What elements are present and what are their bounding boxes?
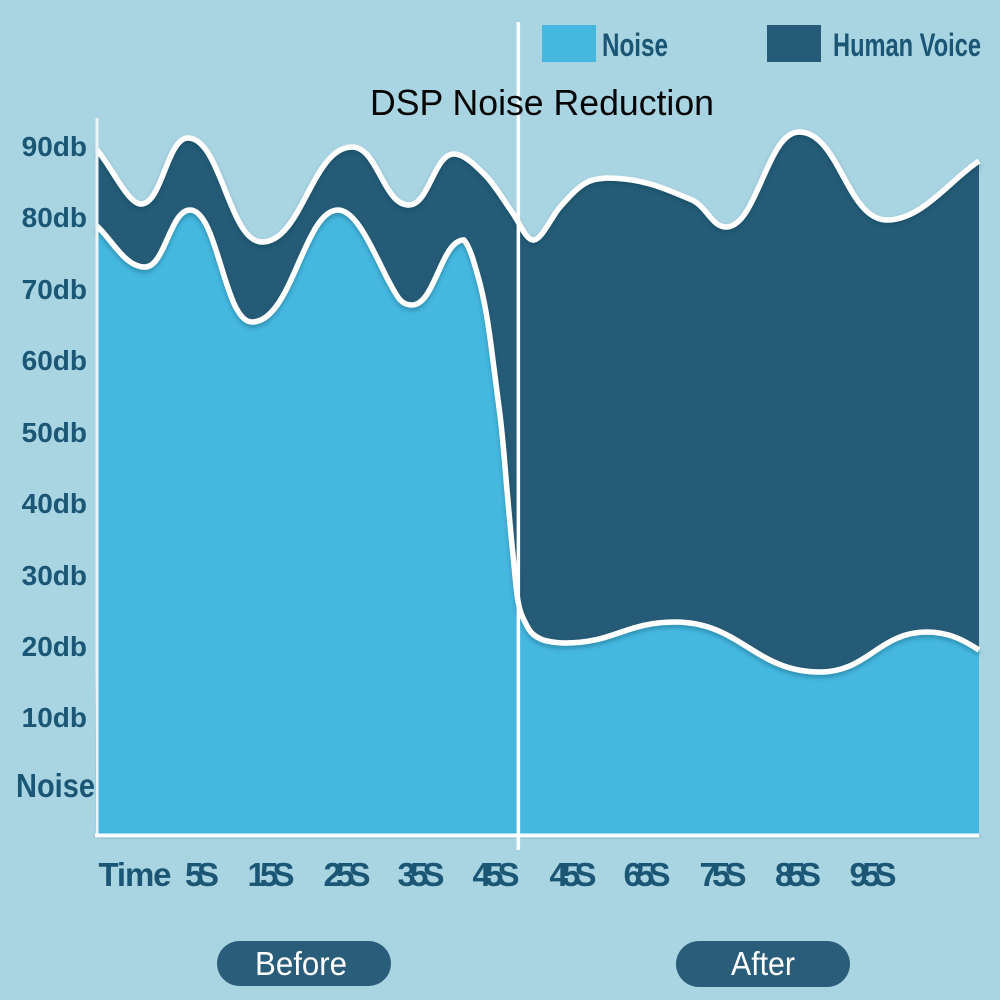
svg-text:15S: 15S xyxy=(248,856,295,893)
svg-text:35S: 35S xyxy=(398,856,445,893)
svg-text:60db: 60db xyxy=(22,345,87,376)
svg-text:20db: 20db xyxy=(22,631,87,662)
svg-text:Noise: Noise xyxy=(602,27,668,63)
svg-text:30db: 30db xyxy=(22,560,87,591)
svg-text:90db: 90db xyxy=(22,131,87,162)
svg-text:5S: 5S xyxy=(185,856,219,893)
svg-text:Before: Before xyxy=(255,945,347,982)
svg-text:Noise: Noise xyxy=(16,767,95,804)
svg-text:70db: 70db xyxy=(22,274,87,305)
svg-text:45S: 45S xyxy=(473,856,520,893)
svg-text:40db: 40db xyxy=(22,488,87,519)
svg-text:10db: 10db xyxy=(22,702,87,733)
svg-text:95S: 95S xyxy=(850,856,897,893)
svg-text:80db: 80db xyxy=(22,202,87,233)
svg-text:Human Voice: Human Voice xyxy=(833,27,981,63)
svg-text:45S: 45S xyxy=(550,856,597,893)
svg-text:After: After xyxy=(731,945,795,982)
svg-text:Time: Time xyxy=(99,856,172,893)
svg-text:50db: 50db xyxy=(22,417,87,448)
svg-text:DSP Noise Reduction: DSP Noise Reduction xyxy=(370,82,714,123)
svg-text:25S: 25S xyxy=(324,856,371,893)
svg-text:85S: 85S xyxy=(775,856,821,893)
svg-text:65S: 65S xyxy=(624,856,671,893)
svg-text:75S: 75S xyxy=(700,856,747,893)
